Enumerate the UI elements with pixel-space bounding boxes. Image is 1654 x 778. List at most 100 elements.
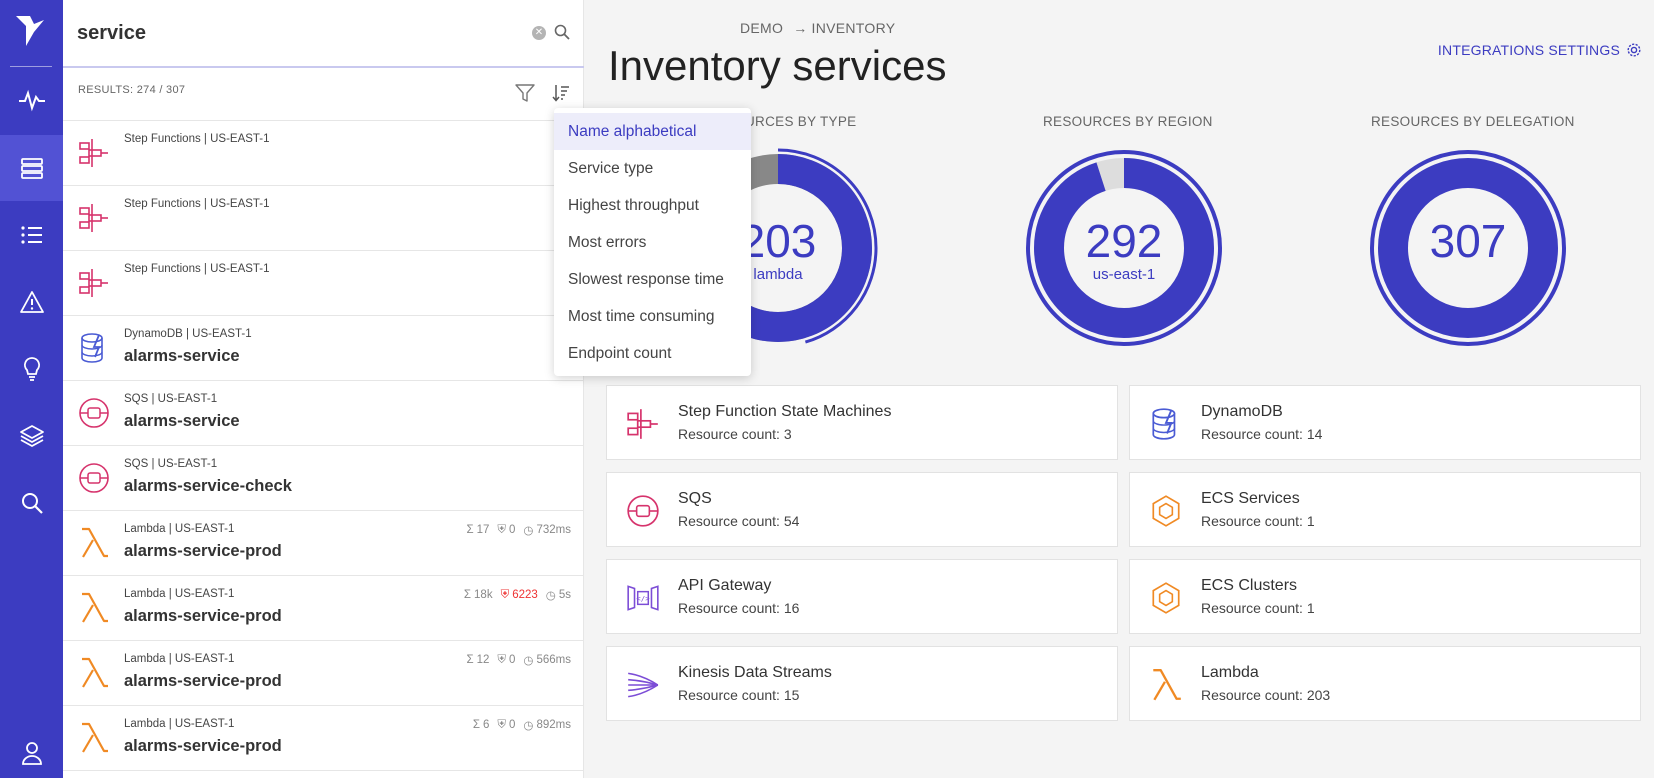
donut-value: 307 [1429,215,1507,267]
breadcrumb-current: INVENTORY [811,20,896,36]
ecs-icon [1152,582,1180,614]
gear-icon [1627,43,1641,57]
duration: 5s [558,589,571,601]
nav-layers[interactable] [0,403,63,469]
invocations-icon: Σ [466,654,474,666]
bug-icon: ⛨ [497,653,507,666]
list-item[interactable]: SQS | US-EAST-1 alarms-service-check [63,446,584,511]
nav-insights[interactable] [0,336,63,402]
nav-inventory[interactable] [0,135,63,201]
user-icon [21,742,42,765]
sort-option-slowest-response-time[interactable]: Slowest response time [568,271,724,288]
nav-list[interactable] [0,202,63,268]
card-count: Resource count: 3 [678,426,792,442]
card-title: Lambda [1201,664,1259,681]
card-count: Resource count: 54 [678,513,800,529]
invocations-count: 17 [476,524,490,536]
integrations-settings-link[interactable]: INTEGRATIONS SETTINGS [1438,42,1642,58]
card-count: Resource count: 1 [1201,513,1315,529]
donut-resources-by-delegation[interactable]: 307 [1368,148,1568,348]
sort-option-name-alphabetical[interactable]: Name alphabetical [554,113,751,150]
card-title: Kinesis Data Streams [678,664,832,681]
search-input[interactable] [77,16,477,50]
search-bar: ✕ [63,0,584,68]
nav-search[interactable] [0,470,63,536]
list-item[interactable]: SQS | US-EAST-1 alarms-service [63,381,584,446]
item-stats: Σ 12 ⛨ 0 ◷ 566ms [466,653,571,668]
card-title: Step Function State Machines [678,403,892,420]
ecs-icon [1152,495,1180,527]
service-card-ecs-services[interactable]: ECS Services Resource count: 1 [1129,472,1641,547]
list-item[interactable]: DynamoDB | US-EAST-1 alarms-service [63,316,584,381]
sort-option-endpoint-count[interactable]: Endpoint count [568,345,672,362]
sort-option-service-type[interactable]: Service type [568,160,654,177]
api-gateway-icon: </> [627,585,659,611]
service-card-sqs[interactable]: SQS Resource count: 54 [606,472,1118,547]
nav-activity[interactable] [0,67,63,133]
pulse-icon [18,89,45,112]
card-count: Resource count: 203 [1201,687,1331,703]
lambda-icon [1153,669,1181,701]
service-card-api-gateway[interactable]: </> API Gateway Resource count: 16 [606,559,1118,634]
nav-rail [0,0,63,778]
item-meta: SQS | US-EAST-1 [124,458,218,470]
step-functions-icon [79,204,108,232]
list-item[interactable]: Lambda | US-EAST-1 alarms-service-prod Σ… [63,706,584,771]
error-count: 0 [509,654,516,666]
search-icon[interactable] [554,24,570,40]
donut-sub: us-east-1 [1092,266,1156,283]
filter-icon[interactable] [515,84,535,102]
service-card-kinesis[interactable]: Kinesis Data Streams Resource count: 15 [606,646,1118,721]
donut-sub: lambda [753,266,803,283]
lambda-icon [82,527,108,558]
invocations-icon: Σ [466,524,474,536]
results-count: RESULTS: 274 / 307 [78,84,186,96]
list-item[interactable]: Step Functions | US-EAST-1 [63,251,584,316]
list-item[interactable]: Lambda | US-EAST-1 alarms-service-prod Σ… [63,576,584,641]
list-item[interactable]: Lambda | US-EAST-1 alarms-service-prod Σ… [63,641,584,706]
service-card-lambda[interactable]: Lambda Resource count: 203 [1129,646,1641,721]
service-card-ecs-clusters[interactable]: ECS Clusters Resource count: 1 [1129,559,1641,634]
duration: 732ms [536,524,571,536]
list-item[interactable]: Step Functions | US-EAST-1 [63,121,584,186]
sqs-icon [79,463,109,493]
duration: 566ms [536,654,571,666]
card-title: SQS [678,490,712,507]
dynamodb-icon [81,333,103,363]
donut-resources-by-region[interactable]: 292 us-east-1 [1024,148,1224,348]
lambda-icon [82,592,108,623]
clear-search-icon[interactable]: ✕ [532,26,546,40]
duration: 892ms [536,719,571,731]
sort-option-highest-throughput[interactable]: Highest throughput [568,197,699,214]
donut-chart [1026,150,1222,346]
service-card-dynamodb[interactable]: DynamoDB Resource count: 14 [1129,385,1641,460]
sort-icon[interactable] [552,84,570,102]
list-item[interactable]: Step Functions | US-EAST-1 [63,186,584,251]
nav-profile[interactable] [0,720,63,778]
list-item[interactable]: Lambda | US-EAST-1 alarms-service-prod Σ… [63,511,584,576]
card-title: DynamoDB [1201,403,1283,420]
sort-option-most-errors[interactable]: Most errors [568,234,647,251]
bug-icon: ⛨ [497,523,507,536]
lightbulb-icon [23,357,40,381]
item-meta: Lambda | US-EAST-1 [124,718,235,730]
logo-icon[interactable] [12,12,48,48]
donut-label-type: URCES BY TYPE [745,114,857,129]
list-icon [20,226,42,244]
nav-alerts[interactable] [0,269,63,335]
sqs-icon [79,398,109,428]
dynamodb-icon [1152,408,1176,440]
svg-text:</>: </> [636,594,650,603]
donut-chart [1370,150,1566,346]
donut-label-delegation: RESOURCES BY DELEGATION [1371,114,1575,129]
error-count: 0 [509,524,516,536]
item-name: alarms-service-prod [124,542,282,560]
item-meta: DynamoDB | US-EAST-1 [124,328,252,340]
service-card-step-functions[interactable]: Step Function State Machines Resource co… [606,385,1118,460]
warning-icon [19,291,44,313]
donut-value: 292 [1085,215,1163,267]
card-count: Resource count: 14 [1201,426,1323,442]
breadcrumb-root[interactable]: DEMO [740,20,784,36]
sort-option-most-time-consuming[interactable]: Most time consuming [568,308,715,325]
item-meta: Lambda | US-EAST-1 [124,523,235,535]
